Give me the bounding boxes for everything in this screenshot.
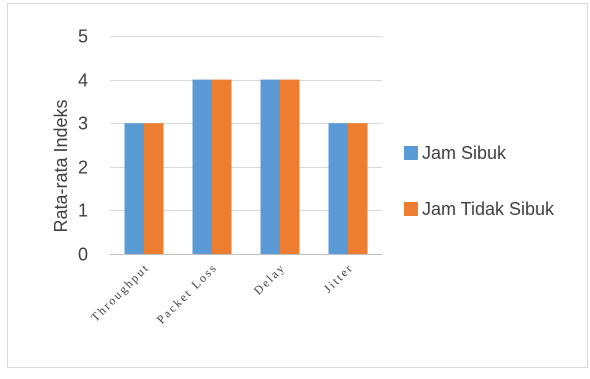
- bars: [124, 79, 368, 254]
- legend-swatch: [404, 146, 418, 160]
- legend-label: Jam Tidak Sibuk: [422, 199, 555, 219]
- bar-jam-tidak-sibuk-2: [280, 79, 300, 254]
- y-tick-label: 2: [78, 158, 88, 178]
- y-tick-label: 3: [78, 114, 88, 134]
- bar-jam-sibuk-2: [260, 79, 280, 254]
- legend-swatch: [404, 202, 418, 216]
- y-tick-label: 1: [78, 201, 88, 221]
- legend-label: Jam Sibuk: [422, 143, 507, 163]
- y-axis-label: Rata-rata Indeks: [51, 99, 71, 232]
- bar-jam-tidak-sibuk-1: [212, 79, 232, 254]
- legend: Jam Sibuk Jam Tidak Sibuk: [404, 143, 555, 219]
- y-tick-label: 5: [78, 27, 88, 47]
- y-tick-label: 4: [78, 71, 88, 91]
- bar-jam-tidak-sibuk-0: [144, 123, 164, 254]
- bar-jam-sibuk-1: [192, 79, 212, 254]
- bar-jam-sibuk-3: [328, 123, 348, 254]
- y-axis-tick-labels: 0 1 2 3 4 5: [78, 27, 88, 265]
- bar-jam-sibuk-0: [124, 123, 144, 254]
- bar-jam-tidak-sibuk-3: [348, 123, 368, 254]
- y-tick-label: 0: [78, 245, 88, 265]
